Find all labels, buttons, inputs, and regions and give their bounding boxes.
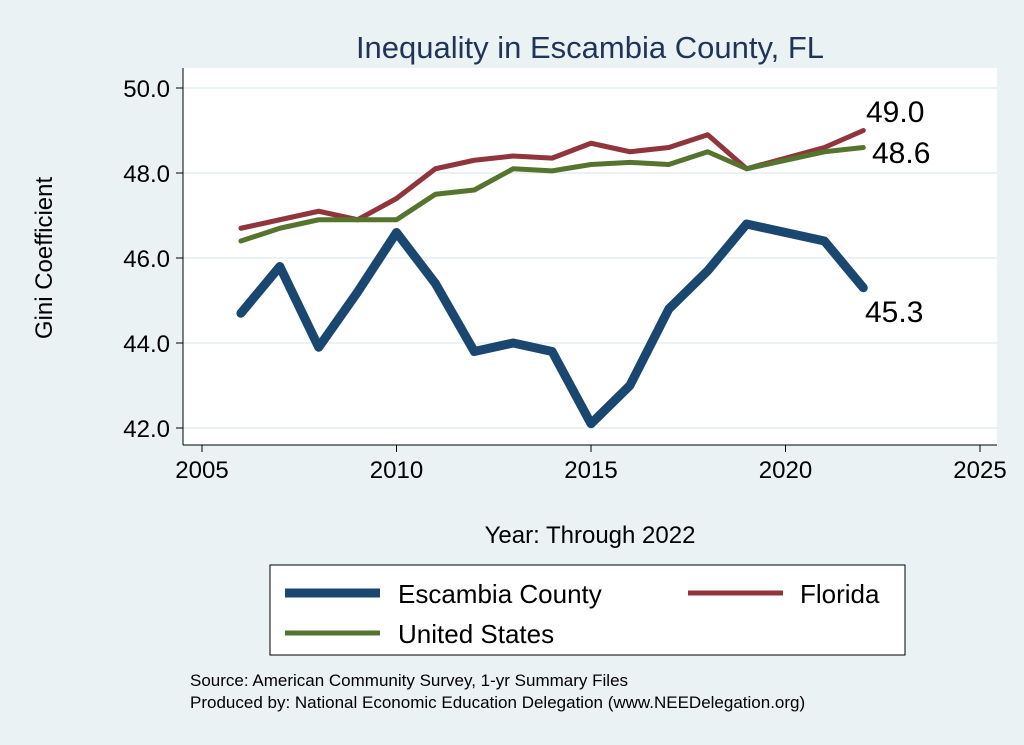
legend-label: Florida bbox=[800, 579, 880, 609]
x-tick-label: 2010 bbox=[370, 457, 423, 484]
x-tick-label: 2025 bbox=[953, 457, 1006, 484]
source-note: Source: American Community Survey, 1-yr … bbox=[190, 671, 628, 690]
y-tick-label: 50.0 bbox=[123, 76, 170, 103]
end-label: 49.0 bbox=[866, 96, 924, 129]
series-line-united-states bbox=[238, 145, 866, 244]
x-axis-label: Year: Through 2022 bbox=[485, 522, 696, 549]
y-tick-label: 46.0 bbox=[123, 246, 170, 273]
x-tick-label: 2020 bbox=[759, 457, 812, 484]
y-axis-label: Gini Coefficient bbox=[31, 177, 58, 340]
y-tick-label: 42.0 bbox=[123, 416, 170, 443]
chart-title: Inequality in Escambia County, FL bbox=[356, 30, 824, 65]
legend-label: Escambia County bbox=[398, 579, 602, 609]
y-tick-label: 44.0 bbox=[123, 331, 170, 358]
y-tick-label: 48.0 bbox=[123, 161, 170, 188]
legend bbox=[269, 564, 906, 656]
x-tick-label: 2005 bbox=[175, 457, 228, 484]
series-line-escambia-county bbox=[236, 219, 868, 429]
end-label: 45.3 bbox=[865, 296, 923, 329]
legend-label: United States bbox=[398, 619, 554, 649]
series-line-florida bbox=[238, 128, 866, 231]
produced-note: Produced by: National Economic Education… bbox=[190, 693, 805, 712]
x-tick-label: 2015 bbox=[564, 457, 617, 484]
end-label: 48.6 bbox=[872, 137, 930, 170]
